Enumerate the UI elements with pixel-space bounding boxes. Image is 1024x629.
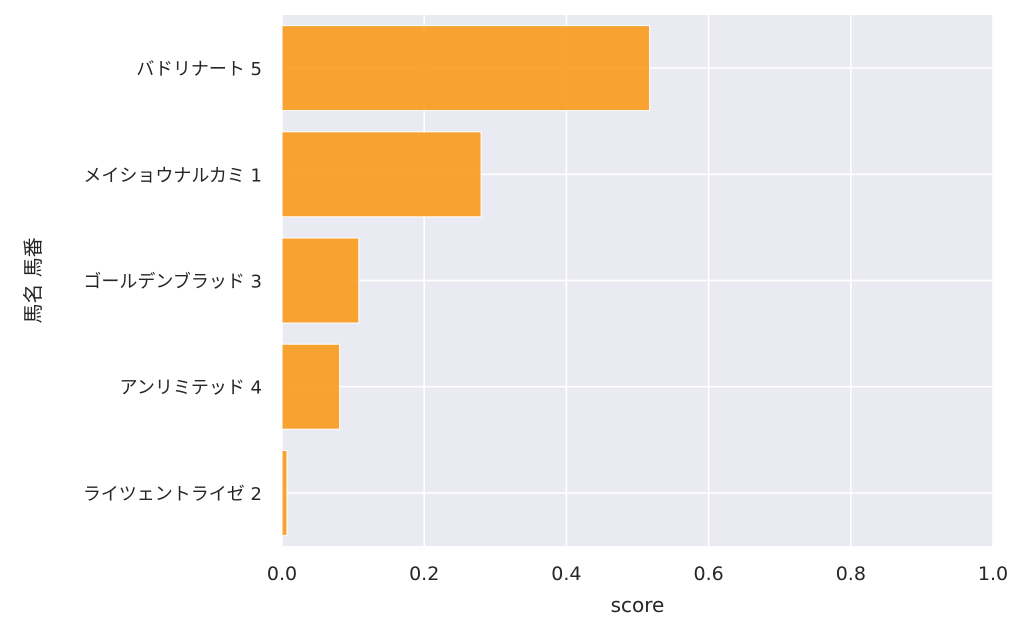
bar — [281, 131, 482, 218]
y-category-label: バドリナート 5 — [136, 59, 262, 80]
bar — [281, 237, 360, 324]
y-axis-label: 馬名 馬番 — [21, 237, 45, 323]
x-tick-label: 0.8 — [836, 563, 866, 585]
x-tick-label: 0.6 — [693, 563, 723, 585]
x-tick-label: 0.4 — [551, 563, 581, 585]
x-tick-label: 0.2 — [409, 563, 439, 585]
y-category-label: ライツェントライゼ 2 — [83, 484, 262, 505]
bar — [281, 343, 341, 430]
y-category-label: アンリミテッド 4 — [120, 378, 262, 399]
bar — [281, 25, 651, 112]
x-tick-labels: 0.0 0.2 0.4 0.6 0.8 1.0 — [267, 563, 1008, 585]
y-category-label: ゴールデンブラッド 3 — [83, 271, 262, 293]
x-axis-label: score — [611, 593, 665, 617]
x-tick-label: 1.0 — [978, 563, 1008, 585]
y-category-label: メイショウナルカミ 1 — [83, 165, 262, 186]
y-category-labels: バドリナート 5 メイショウナルカミ 1 ゴールデンブラッド 3 アンリミテッド 4 ラ… — [83, 59, 262, 505]
bars — [281, 25, 651, 536]
x-tick-label: 0.0 — [267, 563, 297, 585]
bar — [281, 449, 288, 536]
